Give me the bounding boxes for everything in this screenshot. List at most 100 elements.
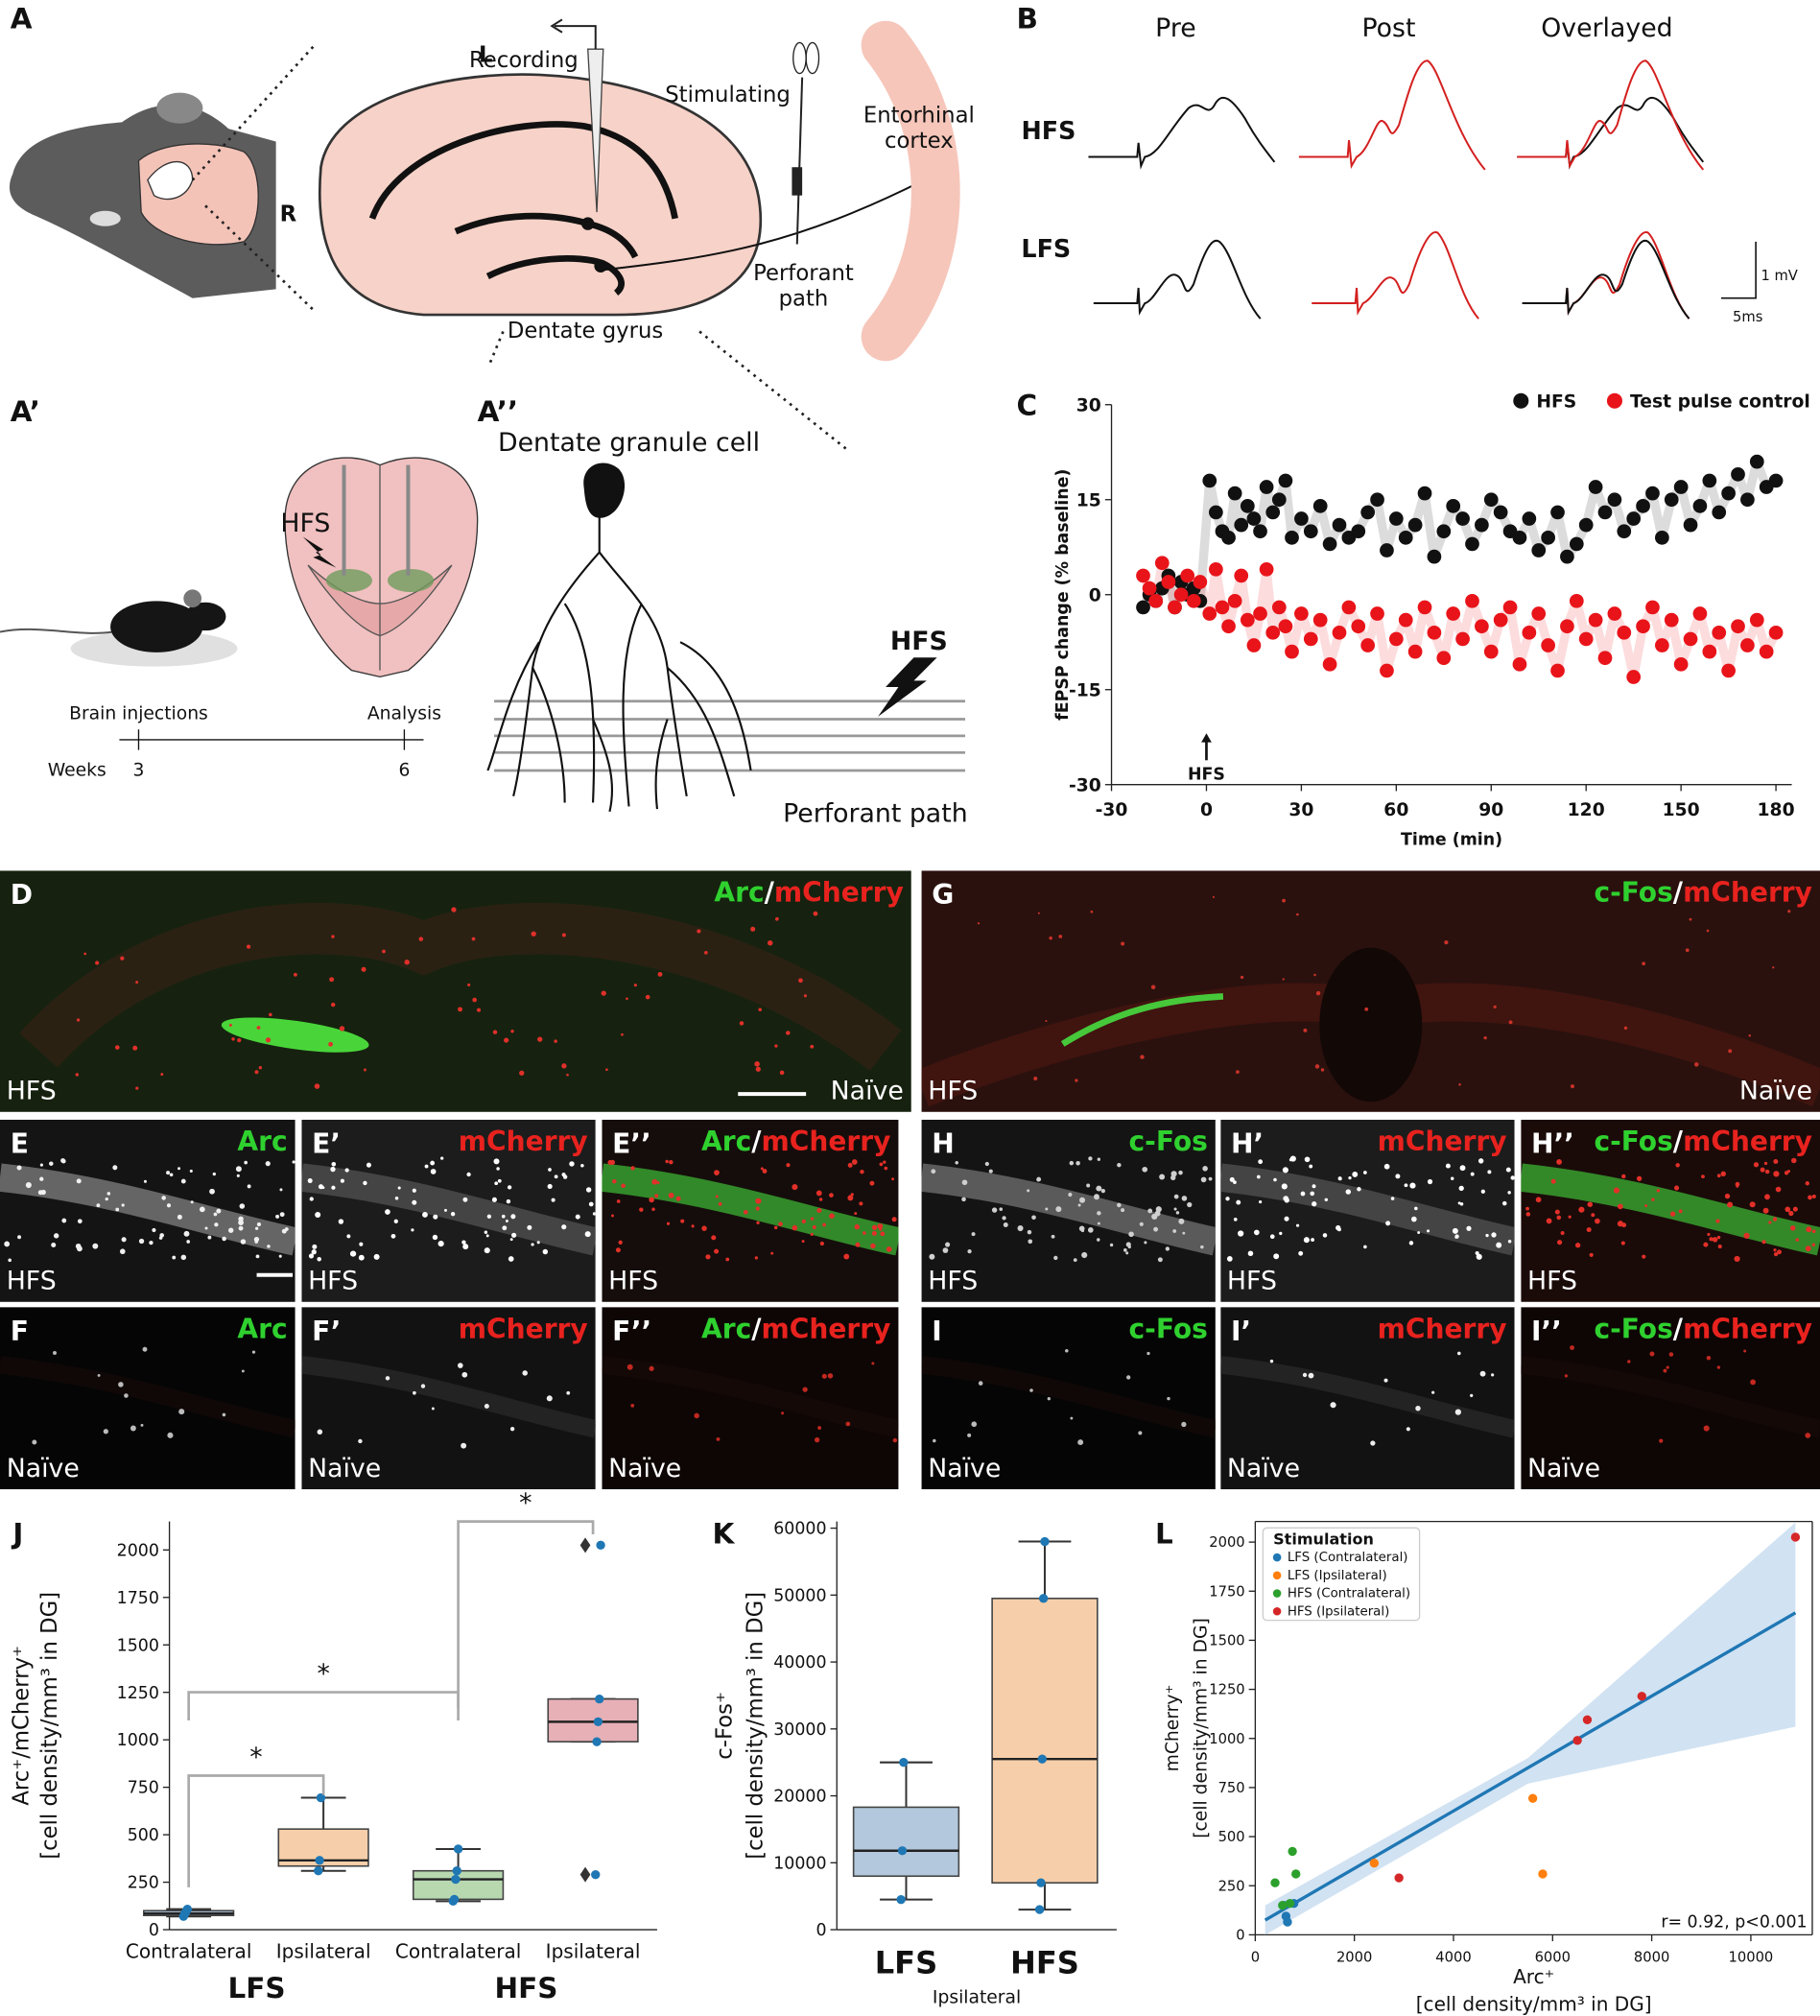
cell [509, 1238, 513, 1242]
cell [95, 961, 100, 965]
cell [1476, 1253, 1482, 1260]
cell [461, 1371, 468, 1378]
cell [1712, 1237, 1718, 1243]
point [1654, 638, 1669, 652]
label: 3 [133, 760, 145, 780]
point [1749, 612, 1764, 628]
column-label: Pre [1155, 13, 1196, 43]
cell [1284, 1216, 1289, 1221]
point [1617, 524, 1632, 539]
channel-part: mCherry [1683, 1126, 1812, 1157]
point [591, 1869, 601, 1880]
cell [331, 1002, 336, 1008]
cell [254, 1070, 259, 1075]
cell-layer [602, 1356, 899, 1438]
condition-label: HFS [608, 1266, 658, 1295]
legend-swatch [1272, 1589, 1282, 1598]
cell [75, 1073, 80, 1077]
y-axis-label: c-Fos⁺ [713, 1692, 738, 1760]
panel-label: E [11, 1128, 29, 1160]
point [1221, 530, 1236, 545]
panel-label: I’’ [1531, 1316, 1562, 1347]
cell [621, 1183, 626, 1189]
cell [548, 1168, 552, 1172]
cell [1458, 1185, 1464, 1192]
cell [511, 1232, 517, 1238]
dendrite [598, 551, 688, 796]
ventricle [1319, 947, 1423, 1103]
condition-label: Naïve [1739, 1076, 1812, 1105]
cell [1202, 1165, 1208, 1172]
cell [817, 1426, 822, 1430]
y-tick-label: 30 [1076, 395, 1101, 415]
cell [433, 1214, 438, 1220]
y-tick-label: 50000 [773, 1586, 826, 1605]
cell [801, 1219, 806, 1224]
point [1522, 511, 1537, 526]
x-tick-label: HFS [1010, 1945, 1079, 1981]
cell [1456, 1351, 1461, 1356]
cell [851, 1159, 858, 1165]
cell [1491, 1232, 1497, 1238]
cell [665, 1159, 669, 1164]
cell [228, 1023, 232, 1027]
cell-layer [301, 1356, 596, 1438]
channel-part: mCherry [774, 876, 904, 908]
annotation: r= 0.92, p<0.001 [1661, 1912, 1807, 1932]
cell [815, 1190, 822, 1197]
cell [1045, 1207, 1049, 1211]
cell [497, 1178, 502, 1183]
cell [1795, 1238, 1800, 1242]
cell [472, 997, 477, 1003]
cell [1749, 1201, 1756, 1208]
cell [366, 1162, 371, 1168]
point [1588, 612, 1603, 628]
cell [255, 1254, 260, 1259]
point [1180, 568, 1195, 583]
cell [1075, 1079, 1078, 1082]
point [1483, 492, 1499, 508]
legend-title: Stimulation [1273, 1530, 1374, 1549]
point [1768, 625, 1784, 640]
point [1209, 505, 1223, 520]
panel-label: K [712, 1517, 735, 1550]
point [595, 1694, 604, 1704]
cell [471, 937, 476, 941]
cell [1568, 1215, 1572, 1219]
cell [1282, 1167, 1288, 1174]
cell [1556, 1215, 1562, 1221]
cell [186, 1240, 191, 1244]
cell [292, 1160, 295, 1164]
cell [207, 1235, 212, 1240]
point [1351, 524, 1366, 539]
point [1607, 606, 1622, 621]
point [1578, 517, 1594, 533]
y-tick-label: 750 [1218, 1780, 1245, 1796]
point [1436, 524, 1452, 539]
channel-part: mCherry [459, 1313, 588, 1344]
arrow-head [550, 18, 563, 34]
legend-swatch [1606, 392, 1622, 409]
cell [1775, 1186, 1782, 1193]
y-tick-label: 60000 [773, 1520, 826, 1539]
point [1407, 644, 1423, 659]
cell [17, 1235, 22, 1240]
fit-line [1264, 1611, 1797, 1922]
cell [97, 1373, 101, 1377]
cell [814, 1436, 820, 1443]
cell [1320, 1068, 1325, 1072]
cell [510, 1030, 514, 1033]
confidence-band [1265, 1522, 1796, 1935]
x-tick-label: 8000 [1634, 1949, 1669, 1965]
cell [1125, 1251, 1129, 1255]
cell [639, 1207, 644, 1212]
cell [124, 1393, 129, 1398]
cell [1033, 1076, 1038, 1080]
cell [450, 1212, 456, 1217]
cell [462, 1197, 468, 1202]
cell [1058, 935, 1063, 938]
cell [1805, 1433, 1811, 1438]
cell [106, 1192, 111, 1196]
cell [616, 1199, 621, 1203]
cell [704, 950, 708, 955]
